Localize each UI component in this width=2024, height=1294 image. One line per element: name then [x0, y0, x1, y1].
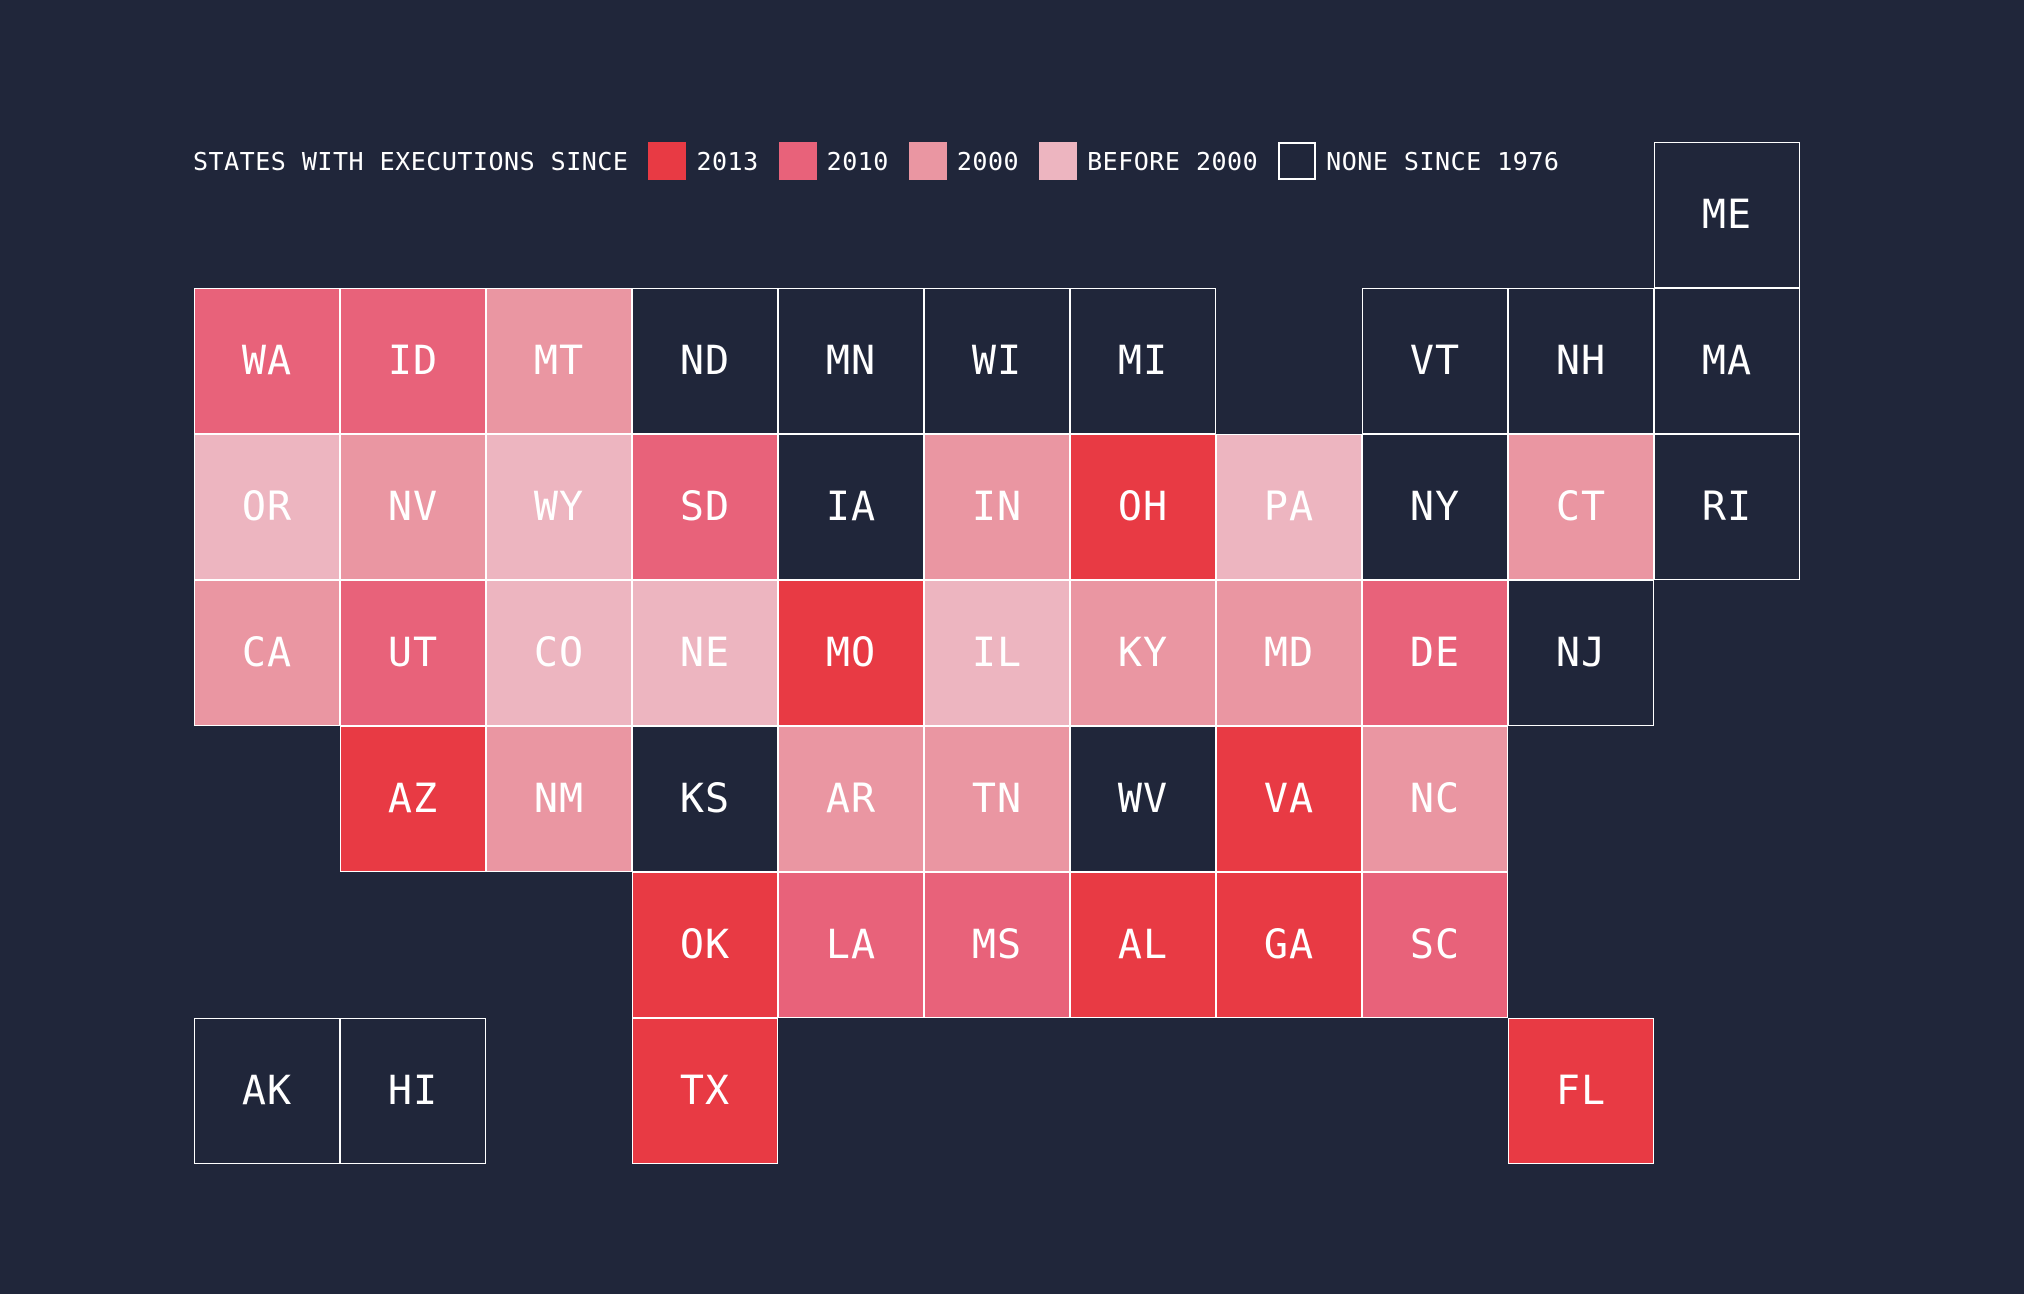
state-tile-sd: SD	[632, 434, 778, 580]
state-tile-mn: MN	[778, 288, 924, 434]
state-tile-nd: ND	[632, 288, 778, 434]
legend-item-2010: 2010	[778, 142, 889, 180]
state-tile-oh: OH	[1070, 434, 1216, 580]
state-tile-nj: NJ	[1508, 580, 1654, 726]
state-tile-in: IN	[924, 434, 1070, 580]
legend-item-before2000: BEFORE 2000	[1039, 142, 1258, 180]
state-tile-hi: HI	[340, 1018, 486, 1164]
state-tile-mi: MI	[1070, 288, 1216, 434]
state-tile-me: ME	[1654, 142, 1800, 288]
legend-item-2000: 2000	[908, 142, 1020, 180]
state-tile-ca: CA	[194, 580, 340, 726]
state-tile-pa: PA	[1216, 434, 1362, 580]
state-tile-ks: KS	[632, 726, 778, 872]
state-tile-ga: GA	[1216, 872, 1362, 1018]
state-tile-ia: IA	[778, 434, 924, 580]
state-tile-ok: OK	[632, 872, 778, 1018]
state-tile-ny: NY	[1362, 434, 1508, 580]
state-tile-fl: FL	[1508, 1018, 1654, 1164]
state-tile-ct: CT	[1508, 434, 1654, 580]
legend-swatch-before2000	[1039, 142, 1078, 180]
state-tile-tx: TX	[632, 1018, 778, 1164]
state-tile-ar: AR	[778, 726, 924, 872]
state-tile-wy: WY	[486, 434, 632, 580]
legend-swatch-2000	[908, 142, 947, 180]
state-tile-tn: TN	[924, 726, 1070, 872]
state-tile-nc: NC	[1362, 726, 1508, 872]
state-tile-or: OR	[194, 434, 340, 580]
state-tile-nm: NM	[486, 726, 632, 872]
state-tile-ri: RI	[1654, 434, 1800, 580]
legend-label-2010: 2010	[826, 146, 889, 176]
state-tile-mt: MT	[486, 288, 632, 434]
state-tile-la: LA	[778, 872, 924, 1018]
state-tile-id: ID	[340, 288, 486, 434]
state-tile-va: VA	[1216, 726, 1362, 872]
legend-swatch-none	[1278, 142, 1317, 180]
state-tile-wa: WA	[194, 288, 340, 434]
state-tile-mo: MO	[778, 580, 924, 726]
state-tile-vt: VT	[1362, 288, 1508, 434]
state-tile-il: IL	[924, 580, 1070, 726]
state-tile-nv: NV	[340, 434, 486, 580]
state-tile-wi: WI	[924, 288, 1070, 434]
legend-label-2000: 2000	[956, 146, 1020, 176]
legend-item-2013: 2013	[648, 142, 758, 180]
state-tile-ky: KY	[1070, 580, 1216, 726]
legend-item-none: NONE SINCE 1976	[1278, 142, 1559, 180]
state-tile-md: MD	[1216, 580, 1362, 726]
state-tile-ak: AK	[194, 1018, 340, 1164]
legend-title: STATES WITH EXECUTIONS SINCE	[193, 146, 629, 176]
legend-label-before2000: BEFORE 2000	[1087, 146, 1259, 176]
state-tile-al: AL	[1070, 872, 1216, 1018]
state-tile-ms: MS	[924, 872, 1070, 1018]
state-tile-de: DE	[1362, 580, 1508, 726]
state-tile-sc: SC	[1362, 872, 1508, 1018]
state-tile-ma: MA	[1654, 288, 1800, 434]
legend-swatch-2013	[648, 142, 687, 180]
legend-swatch-2010	[778, 142, 817, 180]
state-tile-wv: WV	[1070, 726, 1216, 872]
state-tile-ne: NE	[632, 580, 778, 726]
legend: STATES WITH EXECUTIONS SINCE 2013 2010 2…	[193, 141, 1579, 181]
state-tile-nh: NH	[1508, 288, 1654, 434]
state-tile-co: CO	[486, 580, 632, 726]
state-tile-ut: UT	[340, 580, 486, 726]
state-tile-az: AZ	[340, 726, 486, 872]
legend-label-2013: 2013	[696, 146, 759, 176]
legend-label-none: NONE SINCE 1976	[1326, 146, 1560, 176]
